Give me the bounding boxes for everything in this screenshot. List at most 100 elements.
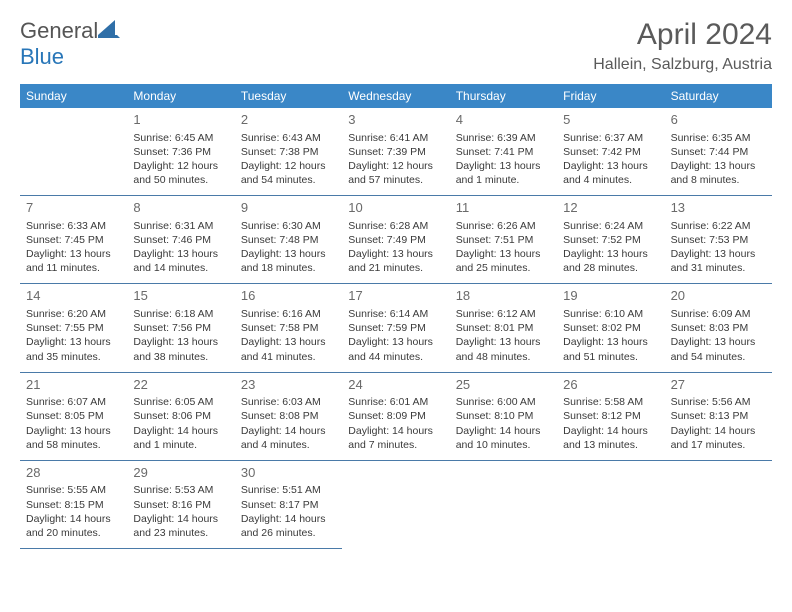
- daylight-text: Daylight: 14 hours and 13 minutes.: [563, 424, 658, 452]
- logo: General Blue: [20, 18, 120, 70]
- day-number: 11: [456, 199, 551, 217]
- day-number: 18: [456, 287, 551, 305]
- daylight-text: Daylight: 13 hours and 8 minutes.: [671, 159, 766, 187]
- day-cell: 14 Sunrise: 6:20 AMSunset: 7:55 PMDayligh…: [20, 284, 127, 372]
- day-cell: 19Sunrise: 6:10 AMSunset: 8:02 PMDayligh…: [557, 284, 664, 372]
- sunrise-text: Sunrise: 6:41 AM: [348, 131, 443, 145]
- daylight-text: Daylight: 12 hours and 50 minutes.: [133, 159, 228, 187]
- day-cell: 11Sunrise: 6:26 AMSunset: 7:51 PMDayligh…: [450, 196, 557, 284]
- day-cell: 12Sunrise: 6:24 AMSunset: 7:52 PMDayligh…: [557, 196, 664, 284]
- weekday-header: Tuesday: [235, 84, 342, 108]
- daylight-text: Daylight: 13 hours and 54 minutes.: [671, 335, 766, 363]
- sunset-text: Sunset: 8:13 PM: [671, 409, 766, 423]
- empty-cell: [557, 461, 664, 549]
- sunset-text: Sunset: 8:05 PM: [26, 409, 121, 423]
- day-number: 8: [133, 199, 228, 217]
- daylight-text: Daylight: 13 hours and 21 minutes.: [348, 247, 443, 275]
- day-number: 12: [563, 199, 658, 217]
- day-cell: 1Sunrise: 6:45 AMSunset: 7:36 PMDaylight…: [127, 108, 234, 196]
- sunrise-text: Sunrise: 6:22 AM: [671, 219, 766, 233]
- sunset-text: Sunset: 8:02 PM: [563, 321, 658, 335]
- day-number: 14: [26, 287, 121, 305]
- day-number: 27: [671, 376, 766, 394]
- page-title: April 2024: [593, 18, 772, 52]
- day-cell: 4Sunrise: 6:39 AMSunset: 7:41 PMDaylight…: [450, 108, 557, 196]
- day-cell: 3Sunrise: 6:41 AMSunset: 7:39 PMDaylight…: [342, 108, 449, 196]
- sunrise-text: Sunrise: 6:39 AM: [456, 131, 551, 145]
- day-cell: 22Sunrise: 6:05 AMSunset: 8:06 PMDayligh…: [127, 373, 234, 461]
- weekday-header: Monday: [127, 84, 234, 108]
- sunset-text: Sunset: 8:08 PM: [241, 409, 336, 423]
- sunset-text: Sunset: 7:42 PM: [563, 145, 658, 159]
- empty-cell: [20, 108, 127, 196]
- sunset-text: Sunset: 8:09 PM: [348, 409, 443, 423]
- sunset-text: Sunset: 7:38 PM: [241, 145, 336, 159]
- sunset-text: Sunset: 7:51 PM: [456, 233, 551, 247]
- daylight-text: Daylight: 13 hours and 51 minutes.: [563, 335, 658, 363]
- day-number: 3: [348, 111, 443, 129]
- sunset-text: Sunset: 7:58 PM: [241, 321, 336, 335]
- empty-cell: [450, 461, 557, 549]
- day-cell: 27Sunrise: 5:56 AMSunset: 8:13 PMDayligh…: [665, 373, 772, 461]
- day-number: 4: [456, 111, 551, 129]
- sunrise-text: Sunrise: 6:01 AM: [348, 395, 443, 409]
- daylight-text: Daylight: 14 hours and 4 minutes.: [241, 424, 336, 452]
- sunset-text: Sunset: 8:01 PM: [456, 321, 551, 335]
- day-number: 2: [241, 111, 336, 129]
- sunset-text: Sunset: 8:12 PM: [563, 409, 658, 423]
- daylight-text: Daylight: 13 hours and 31 minutes.: [671, 247, 766, 275]
- day-number: 17: [348, 287, 443, 305]
- sunrise-text: Sunrise: 6:16 AM: [241, 307, 336, 321]
- day-cell: 15Sunrise: 6:18 AMSunset: 7:56 PMDayligh…: [127, 284, 234, 372]
- sunrise-text: Sunrise: 5:55 AM: [26, 483, 121, 497]
- daylight-text: Daylight: 13 hours and 58 minutes.: [26, 424, 121, 452]
- weekday-header: Saturday: [665, 84, 772, 108]
- day-number: 16: [241, 287, 336, 305]
- weekday-header: Friday: [557, 84, 664, 108]
- sunset-text: Sunset: 8:16 PM: [133, 498, 228, 512]
- day-cell: 29Sunrise: 5:53 AMSunset: 8:16 PMDayligh…: [127, 461, 234, 549]
- day-cell: 26Sunrise: 5:58 AMSunset: 8:12 PMDayligh…: [557, 373, 664, 461]
- daylight-text: Daylight: 13 hours and 11 minutes.: [26, 247, 121, 275]
- logo-word-1: General: [20, 18, 98, 43]
- logo-text: General Blue: [20, 18, 120, 70]
- sunrise-text: Sunrise: 6:35 AM: [671, 131, 766, 145]
- day-cell: 28Sunrise: 5:55 AMSunset: 8:15 PMDayligh…: [20, 461, 127, 549]
- day-number: 23: [241, 376, 336, 394]
- day-cell: 20Sunrise: 6:09 AMSunset: 8:03 PMDayligh…: [665, 284, 772, 372]
- daylight-text: Daylight: 13 hours and 1 minute.: [456, 159, 551, 187]
- sunset-text: Sunset: 7:53 PM: [671, 233, 766, 247]
- logo-word-2: Blue: [20, 44, 64, 69]
- daylight-text: Daylight: 13 hours and 18 minutes.: [241, 247, 336, 275]
- daylight-text: Daylight: 12 hours and 57 minutes.: [348, 159, 443, 187]
- location-text: Hallein, Salzburg, Austria: [593, 56, 772, 74]
- header-bar: General Blue April 2024 Hallein, Salzbur…: [20, 18, 772, 74]
- sunset-text: Sunset: 7:56 PM: [133, 321, 228, 335]
- sunset-text: Sunset: 7:44 PM: [671, 145, 766, 159]
- sunrise-text: Sunrise: 6:24 AM: [563, 219, 658, 233]
- sunset-text: Sunset: 7:46 PM: [133, 233, 228, 247]
- weekday-header: Sunday: [20, 84, 127, 108]
- sunrise-text: Sunrise: 6:20 AM: [26, 307, 121, 321]
- sunrise-text: Sunrise: 6:26 AM: [456, 219, 551, 233]
- day-number: 6: [671, 111, 766, 129]
- empty-cell: [342, 461, 449, 549]
- sunrise-text: Sunrise: 5:56 AM: [671, 395, 766, 409]
- sunrise-text: Sunrise: 5:53 AM: [133, 483, 228, 497]
- day-cell: 2Sunrise: 6:43 AMSunset: 7:38 PMDaylight…: [235, 108, 342, 196]
- sunset-text: Sunset: 8:17 PM: [241, 498, 336, 512]
- sunrise-text: Sunrise: 6:37 AM: [563, 131, 658, 145]
- sunrise-text: Sunrise: 6:33 AM: [26, 219, 121, 233]
- sunrise-text: Sunrise: 6:12 AM: [456, 307, 551, 321]
- sunrise-text: Sunrise: 6:31 AM: [133, 219, 228, 233]
- day-number: 15: [133, 287, 228, 305]
- daylight-text: Daylight: 13 hours and 35 minutes.: [26, 335, 121, 363]
- sunrise-text: Sunrise: 6:07 AM: [26, 395, 121, 409]
- sunrise-text: Sunrise: 6:43 AM: [241, 131, 336, 145]
- day-cell: 7Sunrise: 6:33 AMSunset: 7:45 PMDaylight…: [20, 196, 127, 284]
- daylight-text: Daylight: 13 hours and 38 minutes.: [133, 335, 228, 363]
- sunrise-text: Sunrise: 5:58 AM: [563, 395, 658, 409]
- daylight-text: Daylight: 14 hours and 1 minute.: [133, 424, 228, 452]
- daylight-text: Daylight: 14 hours and 17 minutes.: [671, 424, 766, 452]
- sunset-text: Sunset: 7:55 PM: [26, 321, 121, 335]
